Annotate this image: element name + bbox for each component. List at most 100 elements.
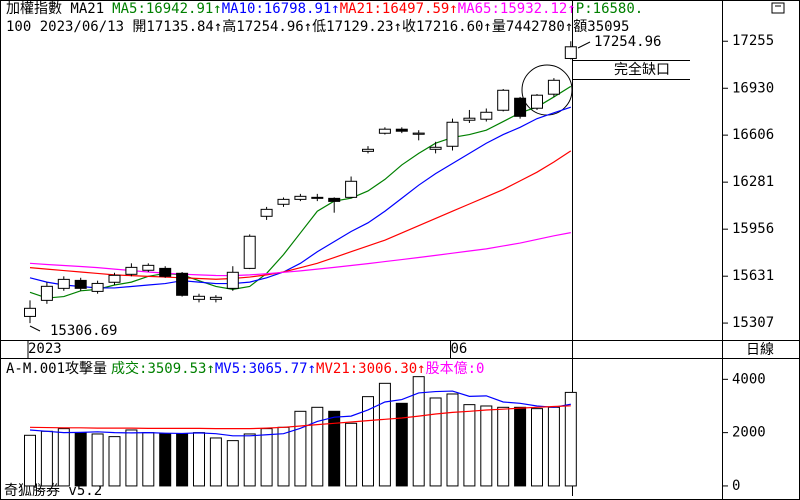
legend-entry: MA5:16942.91↑	[112, 1, 222, 17]
volume-bar	[446, 393, 459, 487]
volume-bar	[142, 432, 155, 487]
candle-body	[412, 132, 425, 135]
info-line: 100 2023/06/13 開17135.84↑高17254.96↑低1712…	[6, 18, 629, 35]
volume-bar	[226, 440, 239, 487]
ma-line	[29, 232, 571, 277]
volume-bar	[531, 408, 543, 487]
candle-body	[395, 128, 408, 132]
legend-title: 加權指數 MA21	[6, 1, 104, 17]
volume-bar	[91, 433, 104, 487]
volume-bar	[497, 406, 510, 487]
legend: A-M.001攻擊量 成交:3509.53↑MV5:3065.77↑MV21:30…	[6, 360, 484, 377]
low-label: 15306.69	[50, 323, 117, 339]
volume-bar	[108, 436, 121, 487]
volume-bar	[40, 430, 53, 487]
volume-bar	[480, 405, 493, 487]
volume-bar	[260, 428, 273, 487]
volume-bar	[429, 397, 442, 487]
candle-body	[531, 94, 543, 109]
legend-entry: MA10:16798.91↑	[222, 1, 340, 17]
candle-body	[142, 264, 155, 271]
volume-bar	[311, 406, 324, 487]
candle-body	[57, 278, 70, 289]
legend-entry: 成交:3509.53↑	[111, 360, 215, 377]
volume-bar	[159, 433, 172, 487]
high-label: 17254.96	[594, 34, 661, 50]
volume-bar	[57, 428, 70, 487]
volume-bar	[463, 404, 476, 487]
volume-bar	[345, 422, 358, 487]
volume-bar	[514, 406, 527, 487]
candle-body	[209, 296, 222, 300]
y-tick-label: 15956	[732, 221, 774, 237]
y-tick-label: 0	[732, 478, 740, 494]
y-tick-label: 15631	[732, 268, 774, 284]
y-tick-label: 16930	[732, 80, 774, 96]
candle-body	[480, 111, 493, 120]
x-tick-label: 06	[451, 341, 468, 357]
candle-body	[514, 97, 527, 117]
candle-body	[294, 195, 307, 200]
candle-body	[193, 295, 205, 300]
candle-body	[40, 285, 53, 301]
y-tick-label: 17255	[732, 33, 774, 49]
x-tick-label: 2023	[28, 341, 62, 357]
legend: 加權指數 MA21 MA5:16942.91↑MA10:16798.91↑MA21…	[6, 1, 643, 17]
volume-bar	[395, 402, 408, 487]
volume-bar	[294, 410, 307, 487]
candle-body	[429, 146, 442, 150]
candle-body	[378, 128, 391, 134]
candle-body	[311, 196, 324, 199]
legend-entry: MV21:3006.30↑	[316, 361, 426, 377]
volume-bar	[547, 406, 560, 487]
y-tick-label: 16606	[732, 127, 774, 143]
volume-bar	[125, 429, 138, 487]
volume-bar	[24, 434, 36, 487]
candle-body	[345, 180, 358, 198]
candle-body	[125, 266, 138, 275]
candle-body	[260, 208, 273, 217]
legend-entry: MA21:16497.59↑	[340, 1, 458, 17]
candle-body	[497, 89, 510, 111]
candle-body	[243, 235, 256, 269]
volume-bar	[277, 426, 290, 487]
volume-bar	[412, 376, 425, 487]
legend-entry: P:16580.	[576, 1, 643, 17]
y-tick-label: 4000	[732, 371, 766, 387]
ma-line	[29, 106, 571, 289]
volume-bar	[209, 437, 222, 487]
gap-label: 完全缺口	[614, 61, 670, 78]
legend-title: A-M.001攻擊量	[6, 360, 107, 377]
candle-body	[74, 279, 87, 289]
candle-body	[564, 46, 577, 59]
legend-entry: MV5:3065.77↑	[215, 361, 316, 377]
window-icon[interactable]	[771, 2, 785, 14]
candle-body	[446, 121, 459, 147]
volume-bar	[378, 382, 391, 487]
candle-body	[328, 197, 341, 202]
footer: 奇狐勝券 v5.2	[4, 482, 102, 499]
candle-body	[547, 79, 560, 95]
volume-bar	[74, 432, 87, 487]
volume-bar	[362, 396, 374, 487]
legend-entry: 股本億:0	[426, 361, 485, 377]
candle-body	[108, 274, 121, 283]
volume-bar	[176, 433, 189, 487]
candle-body	[463, 117, 476, 121]
leader-line	[29, 325, 41, 332]
leader-line	[577, 41, 591, 49]
ma-line	[29, 85, 572, 299]
ma-line	[29, 390, 571, 437]
volume-bar	[193, 432, 205, 487]
candle-body	[91, 282, 104, 292]
candle-body	[159, 267, 172, 277]
y-tick-label: 15307	[732, 315, 774, 331]
candle-body	[24, 307, 36, 317]
volume-bar	[564, 391, 577, 487]
candle-body	[226, 271, 239, 289]
candle-body	[277, 198, 290, 205]
legend-entry: MA65:15932.12↑	[458, 1, 576, 17]
volume-bar	[328, 410, 341, 487]
period-label: 日線	[746, 342, 774, 358]
